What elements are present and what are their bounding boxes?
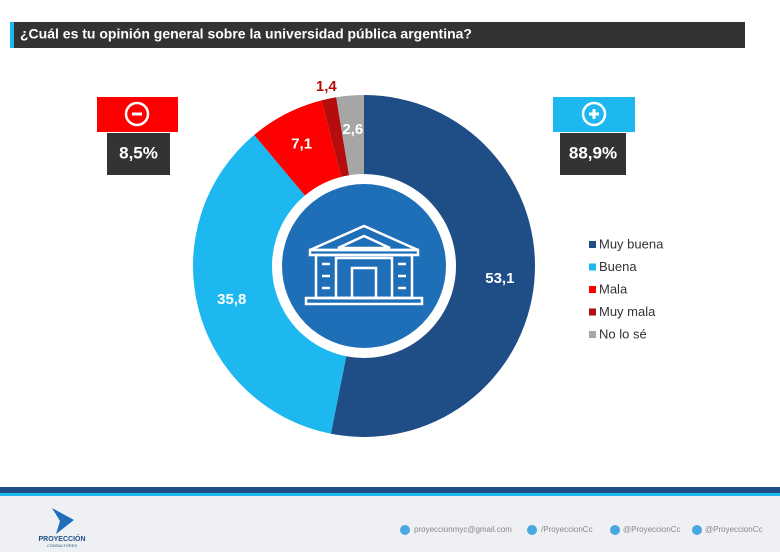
donut-segment	[193, 134, 347, 434]
plus-icon	[581, 101, 607, 127]
facebook: /ProyeccionCc	[541, 525, 593, 534]
brand: PROYECCIÓN	[38, 534, 85, 543]
plus-sign-v	[592, 109, 596, 119]
instagram: @ProyeccionCc	[705, 525, 762, 534]
minus-sign	[132, 112, 142, 116]
twitter-icon	[610, 525, 620, 535]
legend-swatch	[589, 286, 596, 293]
donut: 53,1 35,8 7,1 1,4 2,6	[193, 78, 535, 437]
donut-segment	[330, 95, 535, 437]
legend-label: Mala	[599, 281, 628, 296]
donut-segment	[336, 95, 364, 176]
negative-total: 8,5%	[119, 143, 158, 162]
positive-box	[560, 133, 626, 175]
center-circle	[282, 184, 446, 348]
value-label: 53,1	[485, 270, 514, 287]
twitter: @ProyeccionCc	[623, 525, 680, 534]
building-icon	[304, 224, 424, 306]
legend-swatch	[589, 241, 596, 248]
value-label: 35,8	[217, 291, 246, 308]
legend-label: Muy buena	[599, 236, 664, 251]
donut-segment	[254, 100, 342, 196]
value-label: 2,6	[342, 121, 363, 138]
legend-label: Muy mala	[599, 304, 656, 319]
brand-sub: CONSULTORES	[47, 543, 77, 548]
minus-icon	[124, 101, 150, 127]
value-label: 7,1	[291, 136, 312, 153]
title-accent	[10, 22, 14, 48]
email-icon	[400, 525, 410, 535]
title-bar	[14, 22, 745, 48]
donut-segment	[321, 97, 350, 177]
legend-swatch	[589, 331, 596, 338]
legend-label: Buena	[599, 259, 637, 274]
negative-box	[107, 133, 170, 175]
logo	[52, 508, 74, 534]
footer-stripe-light	[0, 493, 780, 496]
chart-title: ¿Cuál es tu opinión general sobre la uni…	[20, 26, 472, 42]
legend-label: No lo sé	[599, 326, 647, 341]
positive-total: 88,9%	[569, 143, 617, 162]
footer	[0, 496, 780, 552]
legend-swatch	[589, 308, 596, 316]
facebook-icon	[527, 525, 537, 535]
instagram-icon	[692, 525, 702, 535]
email: proyeccionmyc@gmail.com	[414, 525, 512, 534]
legend-swatch	[589, 263, 596, 271]
value-label: 1,4	[316, 78, 338, 95]
legend: Muy buena Buena Mala Muy mala No lo sé	[589, 236, 664, 341]
footer-stripe	[0, 487, 780, 493]
